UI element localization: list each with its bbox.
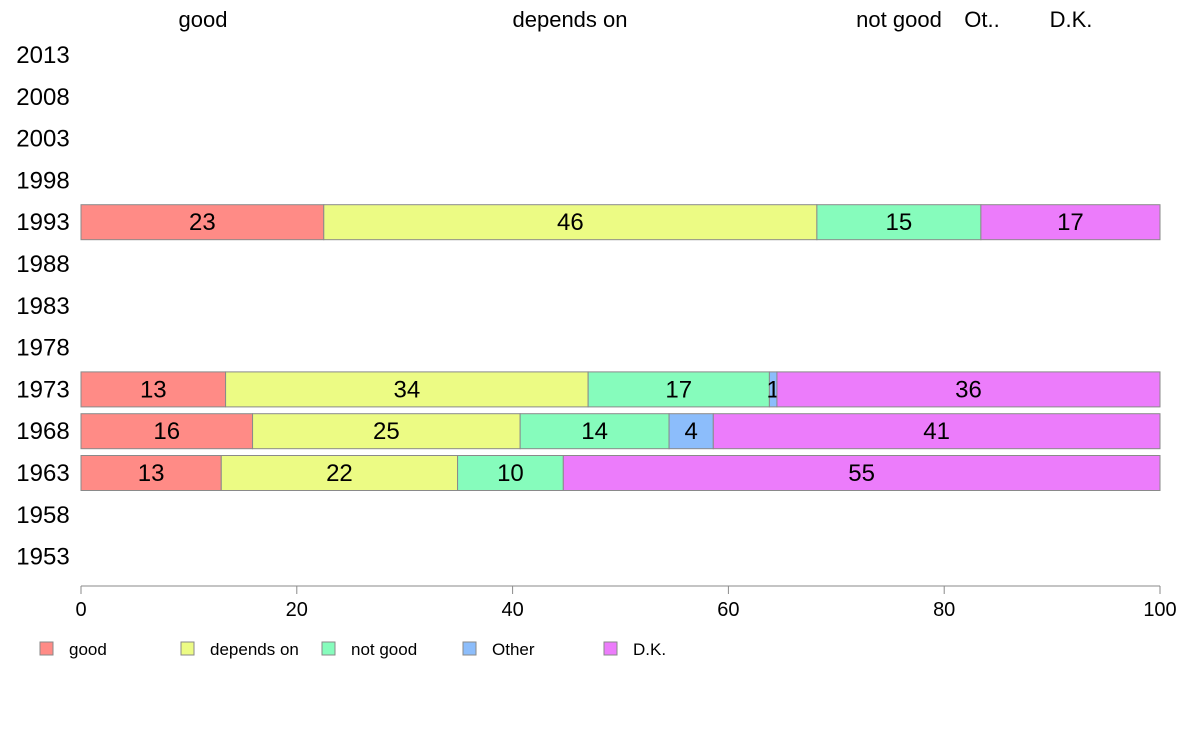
bar-1963-good — [80, 455, 222, 491]
data-label-1963-not-good: 10 — [497, 460, 524, 487]
legend-label-good: good — [69, 640, 107, 659]
data-label-1993-not-good: 15 — [886, 209, 913, 236]
legend-label-d-k: D.K. — [633, 640, 666, 659]
legend-label-not-good: not good — [351, 640, 417, 659]
data-label-1968-good: 16 — [153, 418, 180, 445]
bar-1968-other — [668, 413, 714, 450]
data-label-1993-d-k: 17 — [1057, 209, 1084, 236]
top-category-labels: good depends on not good Ot.. D.K. — [179, 7, 1093, 32]
year-label-1978: 1978 — [16, 335, 69, 362]
data-label-1963-d-k: 55 — [848, 460, 875, 487]
data-label-1968-other: 4 — [684, 418, 697, 445]
year-label-1963: 1963 — [16, 460, 69, 487]
legend: good depends on not good Other D.K. — [39, 640, 666, 659]
bar-1968-not-good — [519, 413, 670, 450]
year-label-1993: 1993 — [16, 209, 69, 236]
top-label-d-k: D.K. — [1050, 7, 1093, 32]
bar-1963-depends-on — [220, 455, 459, 491]
bar-1973-good — [80, 371, 227, 408]
legend-swatch-d-k — [603, 641, 618, 656]
top-label-depends-on: depends on — [513, 7, 628, 32]
year-label-2008: 2008 — [16, 84, 69, 111]
bar-1993-not-good — [816, 204, 982, 241]
bar-1993-d-k — [980, 204, 1161, 241]
data-label-1968-not-good: 14 — [581, 418, 608, 445]
bar-1973-not-good — [587, 371, 770, 408]
legend-swatch-good — [39, 641, 54, 656]
legend-swatch-not-good — [321, 641, 336, 656]
data-label-1968-depends-on: 25 — [373, 418, 400, 445]
data-label-1973-d-k: 36 — [955, 376, 982, 403]
legend-label-depends-on: depends on — [210, 640, 299, 659]
bar-1973-depends-on — [225, 371, 589, 408]
x-axis: 0 20 40 60 80 100 — [75, 585, 1177, 621]
data-label-1993-good: 23 — [189, 209, 216, 236]
x-tick-label-0: 0 — [75, 599, 86, 621]
year-label-1988: 1988 — [16, 251, 69, 278]
data-label-1973-not-good: 17 — [665, 376, 692, 403]
x-tick-label-60: 60 — [717, 599, 739, 621]
bar-1968-d-k — [712, 413, 1161, 450]
data-label-1963-depends-on: 22 — [326, 460, 353, 487]
data-label-1993-depends-on: 46 — [557, 209, 584, 236]
bar-1963-d-k — [562, 455, 1161, 491]
x-tick-label-80: 80 — [933, 599, 955, 621]
data-label-1973-depends-on: 34 — [394, 376, 421, 403]
year-axis-labels: 2013 2008 2003 1998 1993 1988 1983 1978 1973 1968… — [16, 42, 69, 571]
x-tick-label-100: 100 — [1143, 599, 1176, 621]
top-label-ot: Ot.. — [964, 7, 999, 32]
bar-1963-not-good — [457, 455, 564, 491]
year-label-1983: 1983 — [16, 293, 69, 320]
year-label-1973: 1973 — [16, 376, 69, 403]
bar-1968-good — [80, 413, 254, 450]
year-label-2003: 2003 — [16, 126, 69, 153]
year-label-1968: 1968 — [16, 418, 69, 445]
bar-1973-d-k — [776, 371, 1161, 408]
legend-swatch-depends-on — [180, 641, 195, 656]
x-tick-label-40: 40 — [501, 599, 523, 621]
x-tick-label-20: 20 — [286, 599, 308, 621]
legend-label-other: Other — [492, 640, 535, 659]
year-label-1953: 1953 — [16, 544, 69, 571]
legend-swatch-other — [462, 641, 477, 656]
data-label-1973-good: 13 — [140, 376, 167, 403]
data-label-1963-good: 13 — [138, 460, 165, 487]
year-label-2013: 2013 — [16, 42, 69, 69]
year-label-1958: 1958 — [16, 502, 69, 529]
bar-1993-good — [80, 204, 325, 241]
year-label-1998: 1998 — [16, 167, 69, 194]
bar-1993-depends-on — [323, 204, 818, 241]
top-label-good: good — [179, 7, 228, 32]
top-label-not-good: not good — [856, 7, 942, 32]
data-label-1968-d-k: 41 — [923, 418, 950, 445]
